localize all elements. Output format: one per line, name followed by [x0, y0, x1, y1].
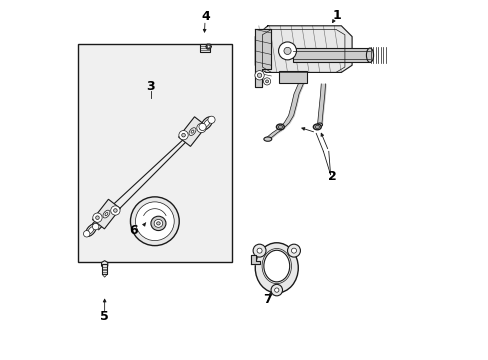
Bar — [78, 44, 231, 262]
Polygon shape — [205, 44, 211, 49]
Text: 1: 1 — [332, 9, 341, 22]
Circle shape — [253, 244, 265, 257]
Circle shape — [263, 78, 270, 85]
Ellipse shape — [156, 222, 160, 225]
Circle shape — [93, 213, 102, 222]
Circle shape — [92, 224, 99, 230]
Text: 4: 4 — [202, 10, 210, 23]
Ellipse shape — [88, 226, 94, 234]
Circle shape — [287, 244, 300, 257]
Circle shape — [110, 206, 120, 215]
Bar — [102, 264, 107, 274]
Ellipse shape — [189, 128, 196, 135]
Bar — [200, 44, 210, 51]
Text: 5: 5 — [100, 310, 109, 324]
Circle shape — [96, 216, 99, 220]
Circle shape — [278, 42, 296, 60]
Polygon shape — [102, 274, 107, 277]
Circle shape — [284, 47, 290, 54]
Circle shape — [270, 284, 282, 296]
Circle shape — [257, 73, 261, 77]
Ellipse shape — [313, 124, 321, 130]
Bar — [92, 199, 120, 229]
Text: 3: 3 — [146, 80, 155, 93]
Ellipse shape — [191, 130, 194, 133]
Ellipse shape — [103, 210, 110, 218]
Polygon shape — [102, 261, 107, 268]
Bar — [292, 48, 369, 62]
Circle shape — [83, 230, 90, 237]
Text: 7: 7 — [263, 293, 272, 306]
Text: 6: 6 — [129, 224, 138, 237]
Ellipse shape — [105, 212, 108, 216]
Circle shape — [135, 202, 174, 240]
Ellipse shape — [314, 125, 319, 129]
Circle shape — [199, 126, 203, 130]
Ellipse shape — [85, 224, 96, 237]
Ellipse shape — [151, 216, 165, 230]
Polygon shape — [255, 30, 271, 87]
Circle shape — [291, 248, 296, 253]
Ellipse shape — [366, 48, 373, 62]
Ellipse shape — [201, 117, 212, 130]
Ellipse shape — [264, 250, 289, 282]
Bar — [278, 71, 306, 83]
Ellipse shape — [278, 125, 282, 129]
Circle shape — [182, 134, 185, 137]
Circle shape — [274, 288, 278, 292]
Ellipse shape — [276, 124, 284, 130]
Polygon shape — [255, 26, 351, 72]
Text: 2: 2 — [327, 170, 336, 183]
Circle shape — [257, 248, 262, 253]
Ellipse shape — [255, 243, 298, 293]
Circle shape — [196, 123, 206, 133]
Ellipse shape — [154, 220, 163, 227]
Circle shape — [207, 45, 210, 48]
Ellipse shape — [264, 137, 271, 141]
Circle shape — [113, 209, 117, 212]
Circle shape — [130, 197, 179, 246]
Circle shape — [199, 123, 206, 131]
Circle shape — [254, 71, 264, 80]
Polygon shape — [250, 255, 260, 264]
Circle shape — [265, 80, 268, 83]
Ellipse shape — [203, 120, 210, 127]
Bar — [178, 117, 206, 147]
Circle shape — [207, 116, 215, 123]
Ellipse shape — [317, 123, 322, 127]
Circle shape — [179, 131, 188, 140]
